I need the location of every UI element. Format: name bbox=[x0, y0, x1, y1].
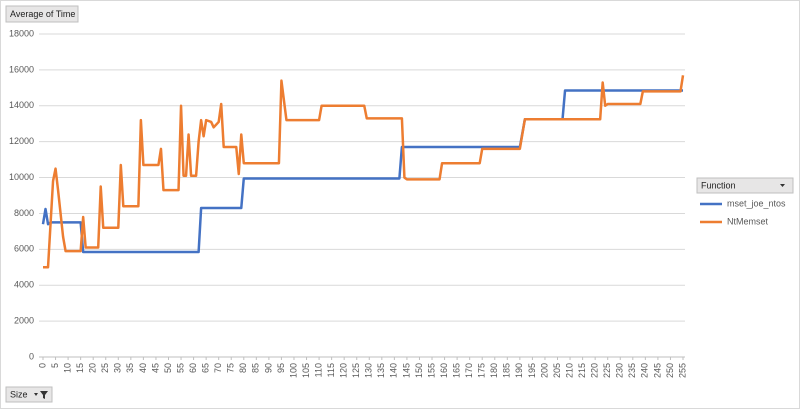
x-tick-label: 135 bbox=[376, 363, 386, 378]
y-tick-label: 8000 bbox=[14, 208, 34, 218]
x-tick-label: 145 bbox=[401, 363, 411, 378]
x-tick-label: 245 bbox=[652, 363, 662, 378]
series-line bbox=[43, 75, 685, 269]
x-label: Size bbox=[10, 389, 28, 399]
x-tick-label: 100 bbox=[288, 363, 298, 378]
y-tick-label: 0 bbox=[29, 351, 34, 361]
x-tick-label: 25 bbox=[100, 363, 110, 373]
dropdown-icon bbox=[780, 184, 785, 187]
x-tick-label: 30 bbox=[113, 363, 123, 373]
x-tick-label: 115 bbox=[326, 363, 336, 377]
legend-title: Function bbox=[701, 180, 736, 190]
x-tick-label: 10 bbox=[62, 363, 72, 373]
x-tick-label: 105 bbox=[301, 363, 311, 378]
x-tick-label: 110 bbox=[313, 363, 323, 377]
x-tick-label: 180 bbox=[489, 363, 499, 378]
y-tick-label: 6000 bbox=[14, 244, 34, 254]
x-tick-label: 125 bbox=[351, 363, 361, 378]
x-tick-label: 15 bbox=[75, 363, 85, 373]
x-tick-label: 40 bbox=[138, 363, 148, 373]
y-tick-label: 4000 bbox=[14, 280, 34, 290]
value-field-button[interactable]: Average of Time bbox=[5, 5, 79, 23]
x-tick-label: 90 bbox=[263, 363, 273, 373]
x-tick-label: 95 bbox=[276, 363, 286, 373]
legend-filter-button[interactable]: Function bbox=[696, 177, 794, 194]
x-tick-label: 75 bbox=[226, 363, 236, 373]
x-tick-label: 130 bbox=[364, 363, 374, 378]
x-tick-label: 160 bbox=[439, 363, 449, 378]
filter-icon bbox=[34, 391, 48, 399]
x-tick-label: 35 bbox=[125, 363, 135, 373]
y-tick-label: 16000 bbox=[9, 64, 34, 74]
x-tick-label: 55 bbox=[175, 363, 185, 373]
y-tick-label: 12000 bbox=[9, 136, 34, 146]
x-tick-label: 150 bbox=[414, 363, 424, 378]
x-tick-label: 170 bbox=[464, 363, 474, 378]
x-tick-label: 230 bbox=[615, 363, 625, 378]
x-tick-label: 195 bbox=[527, 363, 537, 378]
x-tick-label: 50 bbox=[163, 363, 173, 373]
x-tick-label: 220 bbox=[590, 363, 600, 378]
x-tick-label: 120 bbox=[339, 363, 349, 378]
x-tick-label: 0 bbox=[37, 363, 47, 368]
x-tick-label: 185 bbox=[502, 363, 512, 378]
button-label: Average of Time bbox=[10, 9, 75, 19]
y-tick-label: 10000 bbox=[9, 172, 34, 182]
legend-label: NtMemset bbox=[727, 216, 769, 226]
y-tick-label: 2000 bbox=[14, 315, 34, 325]
x-tick-label: 65 bbox=[201, 363, 211, 373]
button-bg bbox=[5, 5, 79, 23]
x-tick-label: 140 bbox=[389, 363, 399, 378]
x-tick-label: 155 bbox=[426, 363, 436, 378]
x-tick-label: 205 bbox=[552, 363, 562, 378]
x-tick-label: 175 bbox=[477, 363, 487, 378]
x-tick-label: 235 bbox=[627, 363, 637, 378]
button-bg bbox=[696, 177, 794, 194]
x-tick-label: 70 bbox=[213, 363, 223, 373]
x-tick-label: 255 bbox=[677, 363, 687, 378]
y-tick-label: 14000 bbox=[9, 100, 34, 110]
x-tick-label: 5 bbox=[50, 363, 60, 368]
x-tick-label: 85 bbox=[251, 363, 261, 373]
legend-label: mset_joe_ntos bbox=[727, 198, 786, 208]
x-tick-label: 225 bbox=[602, 363, 612, 378]
x-tick-label: 210 bbox=[564, 363, 574, 378]
x-tick-label: 60 bbox=[188, 363, 198, 373]
x-tick-label: 20 bbox=[88, 363, 98, 373]
x-tick-label: 45 bbox=[150, 363, 160, 373]
x-tick-label: 240 bbox=[640, 363, 650, 378]
x-field-button[interactable]: Size bbox=[5, 386, 53, 403]
x-tick-label: 165 bbox=[451, 363, 461, 378]
y-tick-label: 18000 bbox=[9, 28, 34, 38]
x-tick-label: 190 bbox=[514, 363, 524, 378]
button-bg bbox=[5, 386, 53, 403]
x-tick-label: 200 bbox=[539, 363, 549, 378]
x-tick-label: 250 bbox=[665, 363, 675, 378]
x-tick-label: 215 bbox=[577, 363, 587, 378]
x-tick-label: 80 bbox=[238, 363, 248, 373]
